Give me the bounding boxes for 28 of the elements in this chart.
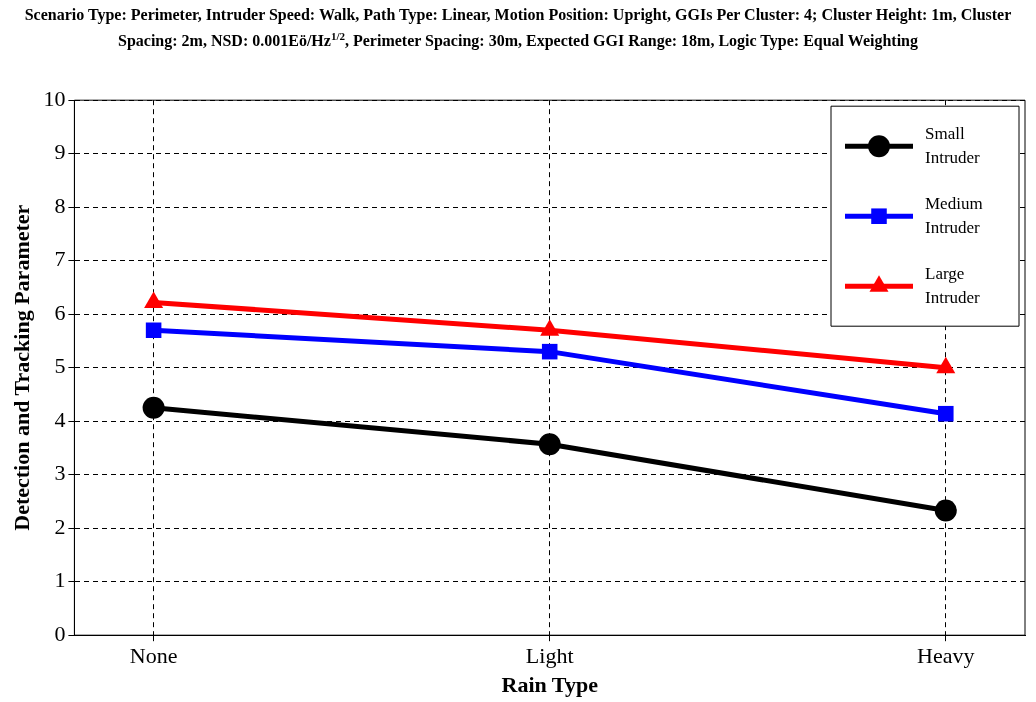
y-axis-title: Detection and Tracking Parameter — [8, 204, 34, 531]
y-tick-label: 1 — [54, 567, 66, 593]
x-tick-label: Heavy — [917, 643, 975, 669]
point — [934, 499, 957, 522]
y-tick-label: 0 — [54, 620, 66, 646]
legend-label: Large Intruder — [925, 263, 981, 307]
point — [541, 343, 558, 360]
point — [938, 405, 954, 422]
y-tick-label: 8 — [54, 192, 66, 218]
point — [936, 356, 956, 374]
point — [144, 291, 164, 308]
legend-label: Medium Intruder — [925, 193, 983, 237]
legend-label: Small Intruder — [925, 123, 981, 167]
y-tick-label: 7 — [54, 246, 66, 272]
y-tick-label: 2 — [54, 513, 66, 539]
x-tick-label: Light — [525, 643, 574, 669]
x-axis-title: Rain Type — [501, 672, 599, 698]
y-tick-label: 5 — [54, 353, 66, 379]
point — [142, 396, 165, 419]
y-tick-label: 9 — [54, 139, 66, 165]
y-tick-label: 10 — [43, 85, 66, 111]
y-tick-label: 3 — [54, 460, 66, 486]
y-tick-label: 6 — [54, 299, 66, 325]
chart-title: Scenario Type: Perimeter, Intruder Speed: Walk, Path Type: Linear, Motion Position: Upright, GGIs Per Cluster: 4; Cluster Height: 1m, Cluster Spacing: 2m, NSD: 0.001Eö/Hz$^{1/2}$, Perimeter Spacing: 30m, Expected GGI Range: 18m, Logic Type: Equal Weighting — [23, 5, 1013, 52]
point — [540, 319, 560, 336]
x-tick-label: None — [129, 643, 178, 669]
point — [538, 433, 561, 456]
y-tick-label: 4 — [54, 406, 66, 432]
